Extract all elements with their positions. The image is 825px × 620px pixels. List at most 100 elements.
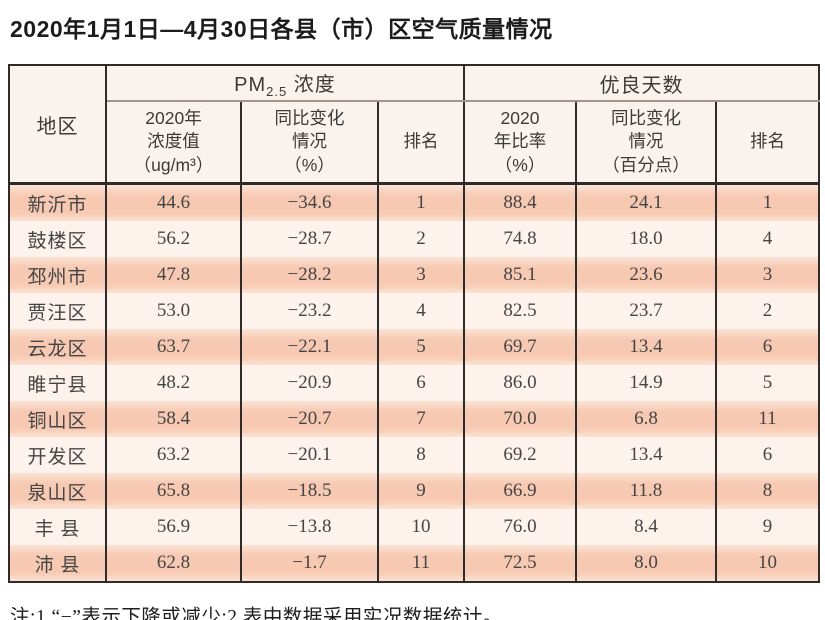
days-ratio-cell: 69.2 xyxy=(463,437,577,473)
air-quality-table: 地区 PM2.5 浓度 优良天数 2020年 浓度值 （ug/m³） 同比变化 … xyxy=(8,64,821,583)
pm25-change-cell: −22.1 xyxy=(240,329,379,365)
days-change-cell: 8.0 xyxy=(575,545,717,582)
region-column-header: 地区 xyxy=(8,65,107,185)
good-days-group-header: 优良天数 xyxy=(462,65,821,102)
pm25-rank-cell: 10 xyxy=(377,509,465,545)
pm25-value-column-header: 2020年 浓度值 （ug/m³） xyxy=(105,101,242,185)
table-row: 丰 县 56.9 −13.8 10 76.0 8.4 9 xyxy=(8,509,821,545)
region-cell: 贾汪区 xyxy=(8,293,107,329)
table-row: 云龙区 63.7 −22.1 5 69.7 13.4 6 xyxy=(8,329,821,365)
pm25-change-cell: −20.9 xyxy=(240,365,379,401)
pm25-value-cell: 63.2 xyxy=(105,437,242,473)
pm25-value-cell: 63.7 xyxy=(105,329,242,365)
days-change-cell: 8.4 xyxy=(575,509,717,545)
pm25-change-cell: −18.5 xyxy=(240,473,379,509)
pm25-value-cell: 44.6 xyxy=(105,183,242,221)
days-ratio-cell: 69.7 xyxy=(463,329,577,365)
days-change-cell: 11.8 xyxy=(575,473,717,509)
pm25-value-cell: 48.2 xyxy=(105,365,242,401)
pm25-change-cell: −20.1 xyxy=(240,437,379,473)
days-change-cell: 6.8 xyxy=(575,401,717,437)
days-rank-column-header: 排名 xyxy=(714,101,821,185)
table-row: 沛 县 62.8 −1.7 11 72.5 8.0 10 xyxy=(8,545,821,582)
table-body: 新沂市 44.6 −34.6 1 88.4 24.1 1 鼓楼区 56.2 −28.7 2 74.8 1… xyxy=(8,183,821,582)
table-row: 鼓楼区 56.2 −28.7 2 74.8 18.0 4 xyxy=(8,221,821,257)
days-rank-cell: 6 xyxy=(714,329,821,365)
region-cell: 鼓楼区 xyxy=(8,221,107,257)
days-rank-cell: 4 xyxy=(714,221,821,257)
region-cell: 泉山区 xyxy=(8,473,107,509)
region-cell: 云龙区 xyxy=(8,329,107,365)
days-rank-cell: 11 xyxy=(714,401,821,437)
days-change-cell: 13.4 xyxy=(575,437,717,473)
table-row: 泉山区 65.8 −18.5 9 66.9 11.8 8 xyxy=(8,473,821,509)
pm25-rank-cell: 4 xyxy=(377,293,465,329)
days-rank-cell: 9 xyxy=(714,509,821,545)
days-ratio-cell: 88.4 xyxy=(463,183,577,221)
pm25-rank-column-header: 排名 xyxy=(377,101,465,185)
table-row: 邳州市 47.8 −28.2 3 85.1 23.6 3 xyxy=(8,257,821,293)
table-row: 新沂市 44.6 −34.6 1 88.4 24.1 1 xyxy=(8,183,821,221)
pm25-rank-cell: 6 xyxy=(377,365,465,401)
pm25-rank-cell: 5 xyxy=(377,329,465,365)
pm25-value-cell: 56.2 xyxy=(105,221,242,257)
days-ratio-cell: 66.9 xyxy=(463,473,577,509)
days-rank-cell: 5 xyxy=(714,365,821,401)
pm25-change-cell: −23.2 xyxy=(240,293,379,329)
days-ratio-cell: 72.5 xyxy=(463,545,577,582)
pm25-rank-cell: 9 xyxy=(377,473,465,509)
days-ratio-cell: 85.1 xyxy=(463,257,577,293)
days-ratio-cell: 70.0 xyxy=(463,401,577,437)
pm25-value-cell: 56.9 xyxy=(105,509,242,545)
pm25-value-cell: 47.8 xyxy=(105,257,242,293)
days-change-cell: 23.6 xyxy=(575,257,717,293)
pm25-rank-cell: 3 xyxy=(377,257,465,293)
pm25-rank-cell: 8 xyxy=(377,437,465,473)
days-change-cell: 13.4 xyxy=(575,329,717,365)
region-cell: 开发区 xyxy=(8,437,107,473)
days-rank-cell: 10 xyxy=(714,545,821,582)
pm25-rank-cell: 7 xyxy=(377,401,465,437)
page-title: 2020年1月1日—4月30日各县（市）区空气质量情况 xyxy=(10,16,553,42)
pm25-value-cell: 53.0 xyxy=(105,293,242,329)
days-change-column-header: 同比变化 情况 （百分点） xyxy=(575,101,717,185)
region-cell: 新沂市 xyxy=(8,183,107,221)
pm25-value-cell: 65.8 xyxy=(105,473,242,509)
pm25-change-cell: −13.8 xyxy=(240,509,379,545)
table-row: 开发区 63.2 −20.1 8 69.2 13.4 6 xyxy=(8,437,821,473)
table-row: 睢宁县 48.2 −20.9 6 86.0 14.9 5 xyxy=(8,365,821,401)
days-change-cell: 18.0 xyxy=(575,221,717,257)
days-ratio-cell: 76.0 xyxy=(463,509,577,545)
pm25-group-header: PM2.5 浓度 xyxy=(105,65,465,102)
days-rank-cell: 3 xyxy=(714,257,821,293)
pm25-label-suffix: 浓度 xyxy=(287,73,336,96)
region-cell: 邳州市 xyxy=(8,257,107,293)
region-cell: 睢宁县 xyxy=(8,365,107,401)
days-change-cell: 14.9 xyxy=(575,365,717,401)
days-ratio-column-header: 2020 年比率 （%） xyxy=(463,101,577,185)
pm25-change-cell: −34.6 xyxy=(240,183,379,221)
footnote: 注:1.“−”表示下降或减少;2.表中数据采用实况数据统计。 xyxy=(10,607,503,620)
pm25-value-cell: 58.4 xyxy=(105,401,242,437)
days-ratio-cell: 82.5 xyxy=(463,293,577,329)
table-header: 地区 PM2.5 浓度 优良天数 2020年 浓度值 （ug/m³） 同比变化 … xyxy=(8,65,821,185)
pm25-change-column-header: 同比变化 情况 （%） xyxy=(240,101,379,185)
days-change-cell: 23.7 xyxy=(575,293,717,329)
pm25-rank-cell: 2 xyxy=(377,221,465,257)
pm25-label-prefix: PM xyxy=(234,73,267,96)
days-rank-cell: 2 xyxy=(714,293,821,329)
days-rank-cell: 8 xyxy=(714,473,821,509)
pm25-value-cell: 62.8 xyxy=(105,545,242,582)
region-cell: 铜山区 xyxy=(8,401,107,437)
sub-header-row: 2020年 浓度值 （ug/m³） 同比变化 情况 （%） 排名 2020 年比… xyxy=(9,101,821,185)
table-row: 贾汪区 53.0 −23.2 4 82.5 23.7 2 xyxy=(8,293,821,329)
days-rank-cell: 6 xyxy=(714,437,821,473)
days-change-cell: 24.1 xyxy=(575,183,717,221)
region-cell: 沛 县 xyxy=(8,545,107,582)
days-ratio-cell: 74.8 xyxy=(463,221,577,257)
region-cell: 丰 县 xyxy=(8,509,107,545)
group-header-row: 地区 PM2.5 浓度 优良天数 xyxy=(8,65,821,185)
days-ratio-cell: 86.0 xyxy=(463,365,577,401)
table-row: 铜山区 58.4 −20.7 7 70.0 6.8 11 xyxy=(8,401,821,437)
